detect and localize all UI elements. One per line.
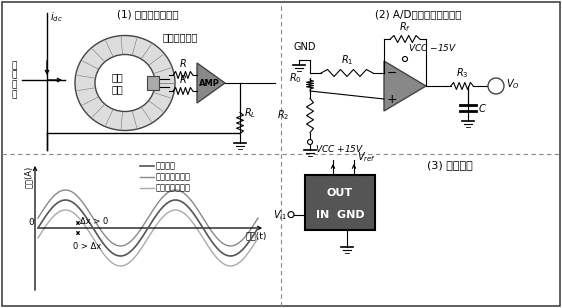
Text: 正零点漂移电流: 正零点漂移电流 bbox=[156, 172, 191, 181]
Text: $R$: $R$ bbox=[179, 57, 187, 69]
Text: $V_{i1}$: $V_{i1}$ bbox=[273, 208, 287, 221]
Text: (2) A/D转换运算放大电路: (2) A/D转换运算放大电路 bbox=[375, 9, 461, 19]
Bar bbox=[305, 175, 375, 230]
Text: $V_{ref}$: $V_{ref}$ bbox=[357, 150, 376, 164]
Text: $VCC$ +15V: $VCC$ +15V bbox=[315, 143, 364, 154]
Text: 直
流
母
线: 直 流 母 线 bbox=[11, 61, 17, 99]
Text: −: − bbox=[387, 67, 397, 79]
Ellipse shape bbox=[75, 35, 175, 131]
Text: IN  GND: IN GND bbox=[316, 210, 364, 220]
Text: $R_f$: $R_f$ bbox=[399, 20, 411, 34]
Text: (1) 霍尔效应传感器: (1) 霍尔效应传感器 bbox=[117, 9, 179, 19]
Text: $R_1$: $R_1$ bbox=[341, 53, 353, 67]
Circle shape bbox=[307, 140, 312, 144]
Circle shape bbox=[288, 212, 294, 217]
Text: AMP: AMP bbox=[198, 79, 219, 87]
Text: 时间(t): 时间(t) bbox=[246, 231, 267, 240]
Polygon shape bbox=[197, 63, 225, 103]
Text: $R_L$: $R_L$ bbox=[244, 106, 256, 120]
Text: $R$: $R$ bbox=[179, 73, 187, 85]
Text: 实际电流: 实际电流 bbox=[156, 161, 176, 171]
Bar bbox=[147, 76, 159, 90]
Text: 副边补偿线圈: 副边补偿线圈 bbox=[162, 32, 198, 42]
Text: OUT: OUT bbox=[327, 188, 353, 198]
Text: Δx > 0: Δx > 0 bbox=[80, 217, 108, 225]
Text: $C$: $C$ bbox=[478, 102, 487, 114]
Text: 霍尔
元件: 霍尔 元件 bbox=[111, 72, 123, 94]
Polygon shape bbox=[384, 61, 426, 111]
Text: 负零点漂移电流: 负零点漂移电流 bbox=[156, 184, 191, 192]
Ellipse shape bbox=[95, 55, 155, 111]
Text: GND: GND bbox=[294, 42, 316, 52]
Circle shape bbox=[402, 56, 407, 62]
Text: (3) 电压基准: (3) 电压基准 bbox=[427, 160, 473, 170]
Text: $R_0$: $R_0$ bbox=[289, 71, 302, 85]
Text: +: + bbox=[387, 92, 398, 106]
Text: $i_{dc}$: $i_{dc}$ bbox=[50, 10, 63, 24]
Circle shape bbox=[488, 78, 504, 94]
Text: 幅值(A): 幅值(A) bbox=[24, 166, 33, 188]
Text: $R_3$: $R_3$ bbox=[456, 66, 468, 80]
Text: 0: 0 bbox=[28, 218, 34, 227]
Text: $R_2$: $R_2$ bbox=[277, 109, 289, 122]
Text: $VCC$ −15V: $VCC$ −15V bbox=[408, 42, 457, 53]
Text: $V_O$: $V_O$ bbox=[506, 77, 520, 91]
Text: 0 > Δx: 0 > Δx bbox=[73, 242, 101, 251]
